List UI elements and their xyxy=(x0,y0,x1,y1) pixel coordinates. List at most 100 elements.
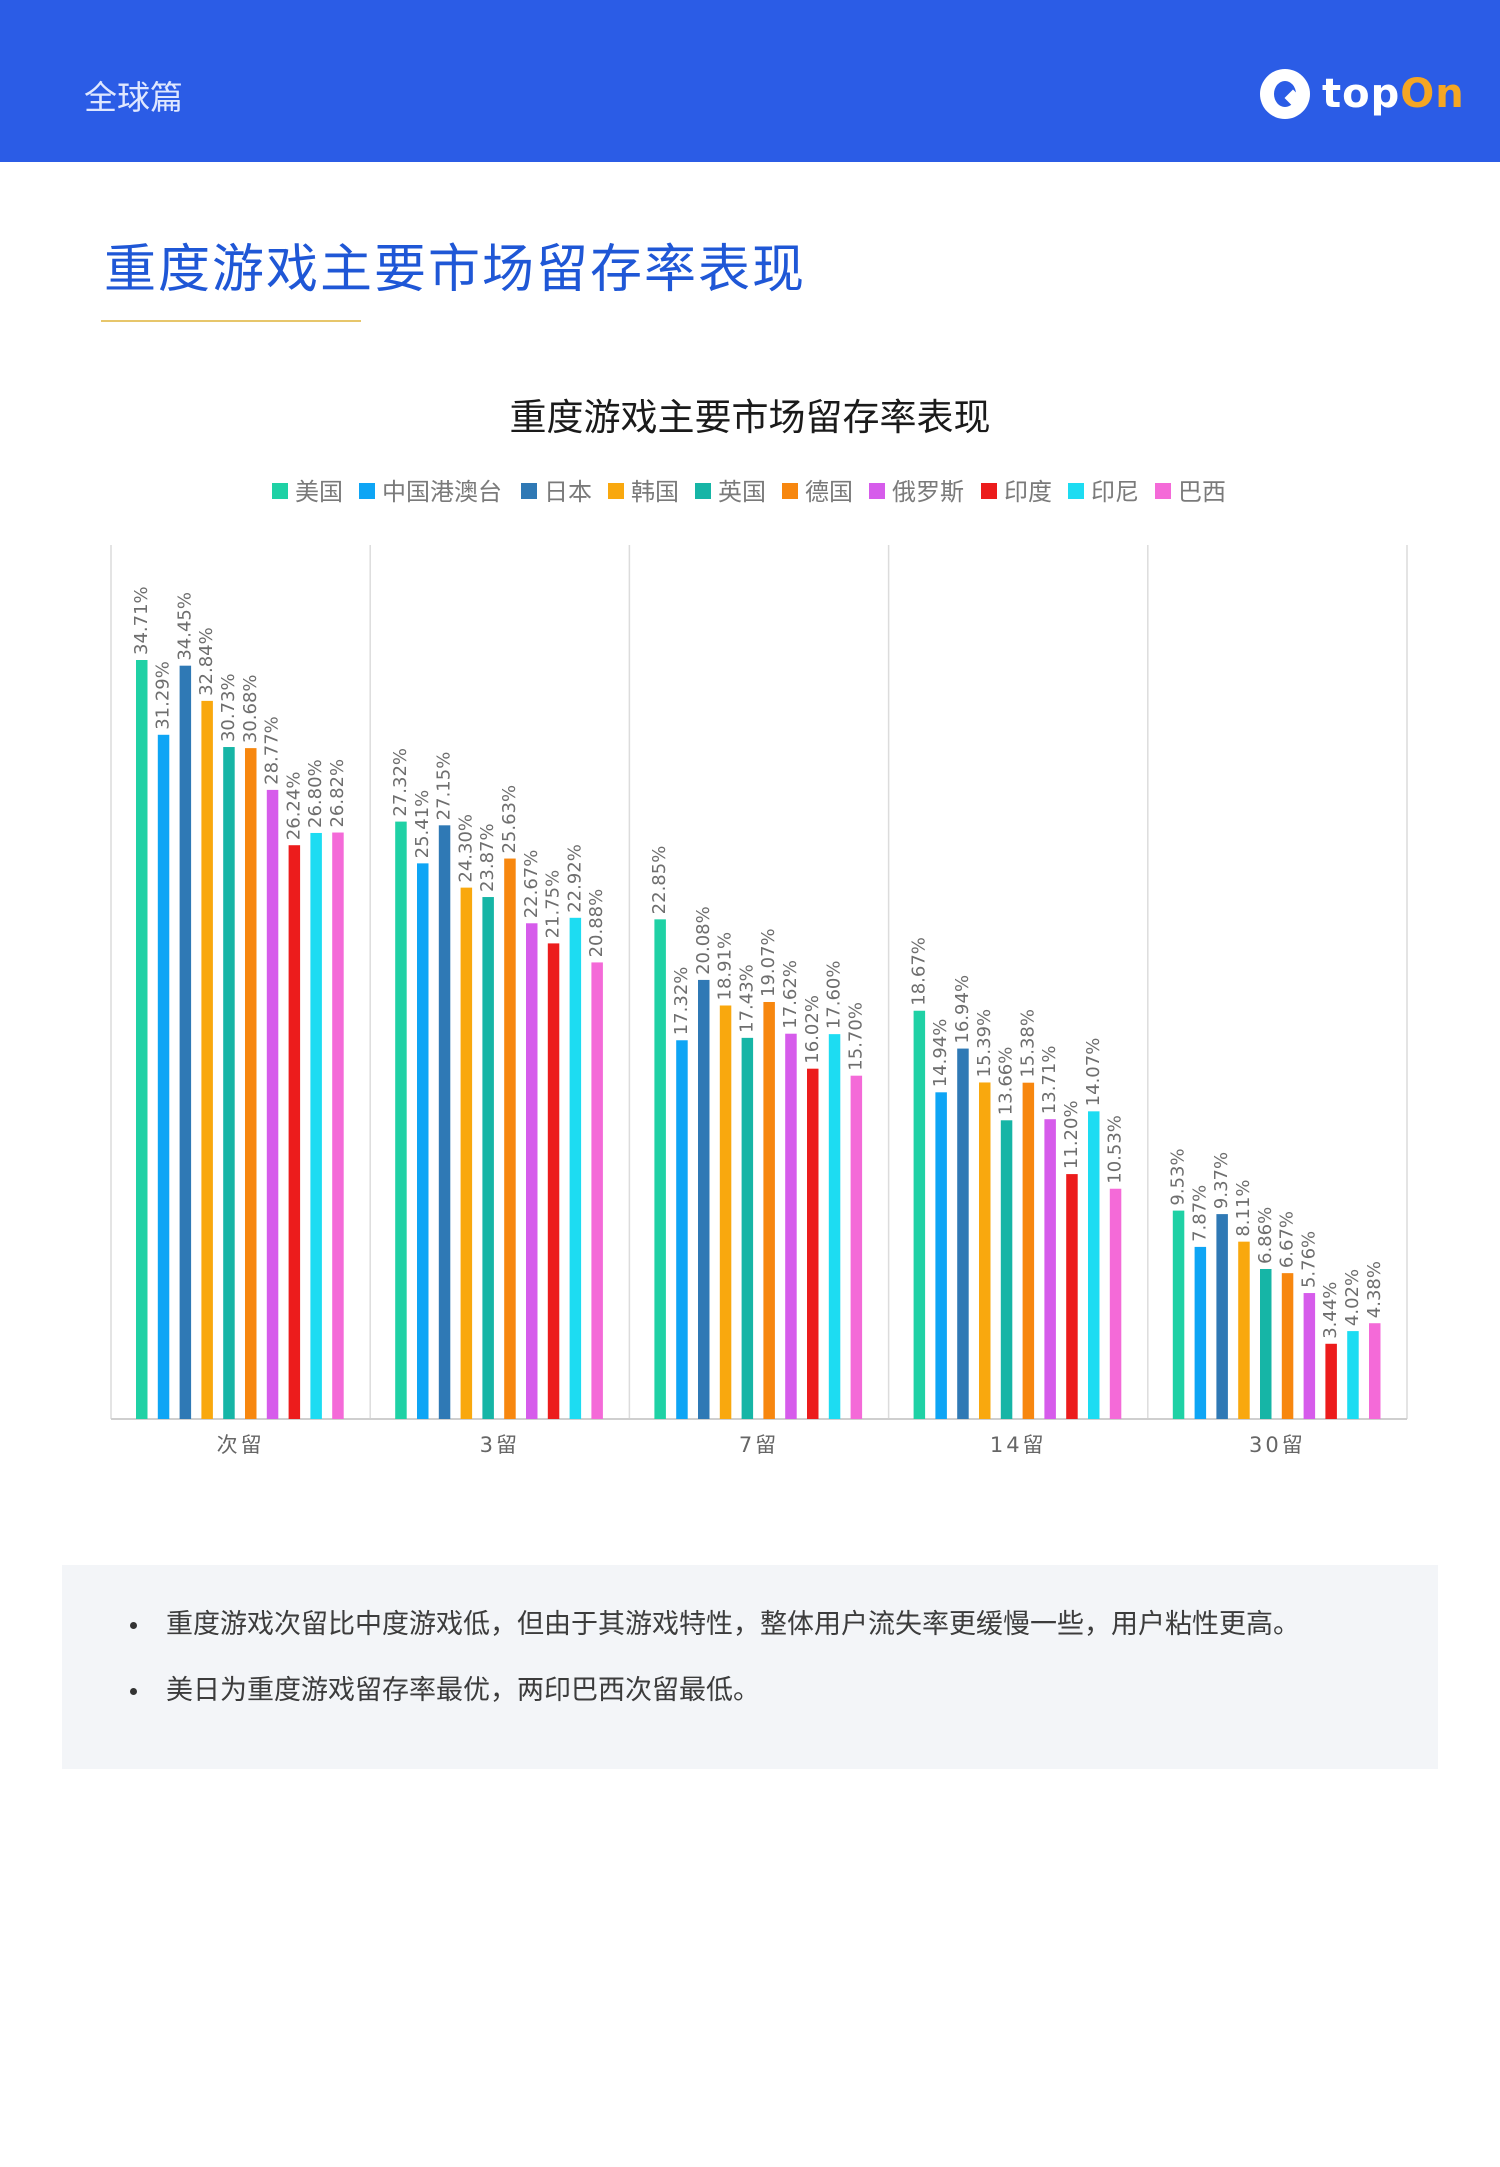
data-label: 25.63% xyxy=(499,785,520,854)
data-label: 6.67% xyxy=(1277,1211,1298,1268)
data-label: 24.30% xyxy=(455,814,476,883)
data-label: 6.86% xyxy=(1255,1207,1276,1264)
bar xyxy=(266,789,279,1419)
bar xyxy=(979,1082,991,1419)
bar xyxy=(698,979,710,1419)
bar xyxy=(785,1033,797,1419)
data-label: 7.87% xyxy=(1189,1185,1210,1242)
data-label: 13.71% xyxy=(1039,1046,1060,1115)
bar xyxy=(395,821,407,1419)
legend-label: 英国 xyxy=(718,478,766,506)
legend-swatch xyxy=(521,483,537,499)
data-label: 4.02% xyxy=(1342,1269,1363,1326)
data-label: 10.53% xyxy=(1105,1115,1126,1184)
notes-box: 重度游戏次留比中度游戏低，但由于其游戏特性，整体用户流失率更缓慢一些，用户粘性更… xyxy=(62,1565,1438,1769)
data-label: 25.41% xyxy=(412,790,433,859)
bar xyxy=(741,1037,754,1419)
note-item: 重度游戏次留比中度游戏低，但由于其游戏特性，整体用户流失率更缓慢一些，用户粘性更… xyxy=(130,1607,1300,1643)
bar xyxy=(913,1010,926,1419)
bar xyxy=(1303,1293,1316,1419)
bar xyxy=(526,923,538,1419)
category-label: 30留 xyxy=(1249,1433,1306,1457)
data-label: 15.70% xyxy=(845,1002,866,1071)
legend-label: 俄罗斯 xyxy=(892,478,964,506)
bar xyxy=(654,919,666,1419)
bar xyxy=(1216,1214,1228,1419)
data-label: 4.38% xyxy=(1364,1261,1385,1318)
legend-swatch xyxy=(359,483,375,499)
bar xyxy=(1000,1120,1013,1419)
bar xyxy=(136,660,148,1419)
title-underline xyxy=(101,320,361,322)
bar xyxy=(1066,1174,1078,1419)
data-label: 34.71% xyxy=(131,586,152,655)
legend-label: 印度 xyxy=(1004,478,1052,506)
bar xyxy=(245,748,257,1419)
legend-swatch xyxy=(869,483,885,499)
bar xyxy=(504,858,516,1419)
topon-logo-text: topOn xyxy=(1322,71,1465,117)
legend-swatch xyxy=(782,483,798,499)
data-label: 9.37% xyxy=(1211,1152,1232,1209)
bar xyxy=(417,863,429,1419)
data-label: 22.67% xyxy=(521,850,542,919)
legend-swatch xyxy=(1155,483,1171,499)
legend-label: 巴西 xyxy=(1178,478,1226,506)
category-label: 7留 xyxy=(739,1433,779,1457)
data-label: 30.68% xyxy=(240,674,261,743)
data-label: 15.39% xyxy=(974,1009,995,1078)
bar xyxy=(310,832,322,1419)
bar xyxy=(719,1005,732,1419)
data-label: 18.91% xyxy=(715,932,736,1001)
data-label: 21.75% xyxy=(543,870,564,939)
data-label: 16.94% xyxy=(952,975,973,1044)
legend-swatch xyxy=(1068,483,1084,499)
data-label: 31.29% xyxy=(153,661,174,730)
data-label: 27.15% xyxy=(434,752,455,821)
data-label: 5.76% xyxy=(1298,1231,1319,1288)
data-label: 17.60% xyxy=(824,961,845,1030)
data-label: 26.82% xyxy=(327,759,348,828)
data-label: 19.07% xyxy=(758,928,779,997)
data-label: 17.62% xyxy=(780,960,801,1029)
legend-label: 印尼 xyxy=(1091,478,1139,506)
legend-label: 日本 xyxy=(544,478,592,506)
bar xyxy=(1194,1246,1207,1419)
data-label: 22.92% xyxy=(564,844,585,913)
data-label: 26.80% xyxy=(305,759,326,828)
section-label: 全球篇 xyxy=(84,78,183,117)
legend-swatch xyxy=(695,483,711,499)
page-title: 重度游戏主要市场留存率表现 xyxy=(104,240,807,300)
bar xyxy=(1281,1273,1294,1419)
note-item: 美日为重度游戏留存率最优，两印巴西次留最低。 xyxy=(130,1673,760,1709)
bar xyxy=(828,1034,841,1419)
bar xyxy=(1347,1331,1359,1419)
data-label: 18.67% xyxy=(908,937,929,1006)
bar xyxy=(1088,1111,1100,1419)
bar xyxy=(763,1001,775,1419)
data-label: 17.43% xyxy=(736,964,757,1033)
chart-title: 重度游戏主要市场留存率表现 xyxy=(510,396,991,439)
bar xyxy=(1260,1268,1272,1419)
data-label: 3.44% xyxy=(1320,1282,1341,1339)
data-label: 11.20% xyxy=(1061,1100,1082,1169)
legend-swatch xyxy=(981,483,997,499)
data-label: 14.07% xyxy=(1083,1038,1104,1107)
category-label: 次留 xyxy=(217,1433,265,1457)
bar xyxy=(1044,1119,1056,1419)
data-label: 15.38% xyxy=(1017,1009,1038,1078)
data-label: 27.32% xyxy=(390,748,411,817)
bar xyxy=(1022,1082,1035,1419)
bar xyxy=(1238,1241,1250,1419)
retention-chart: 重度游戏主要市场留存率表现 美国 中国港澳台 日本 韩国 英国 德国 俄罗斯 印度 印尼 巴西 34.… xyxy=(0,380,1500,1490)
topon-logo-icon xyxy=(1260,69,1310,119)
bar xyxy=(1325,1343,1337,1419)
legend-label: 韩国 xyxy=(631,478,679,506)
legend-swatch xyxy=(608,483,624,499)
bar xyxy=(935,1092,947,1419)
data-label: 20.88% xyxy=(586,889,607,958)
bar xyxy=(332,832,344,1419)
data-label: 20.08% xyxy=(693,906,714,975)
bar xyxy=(460,887,473,1419)
